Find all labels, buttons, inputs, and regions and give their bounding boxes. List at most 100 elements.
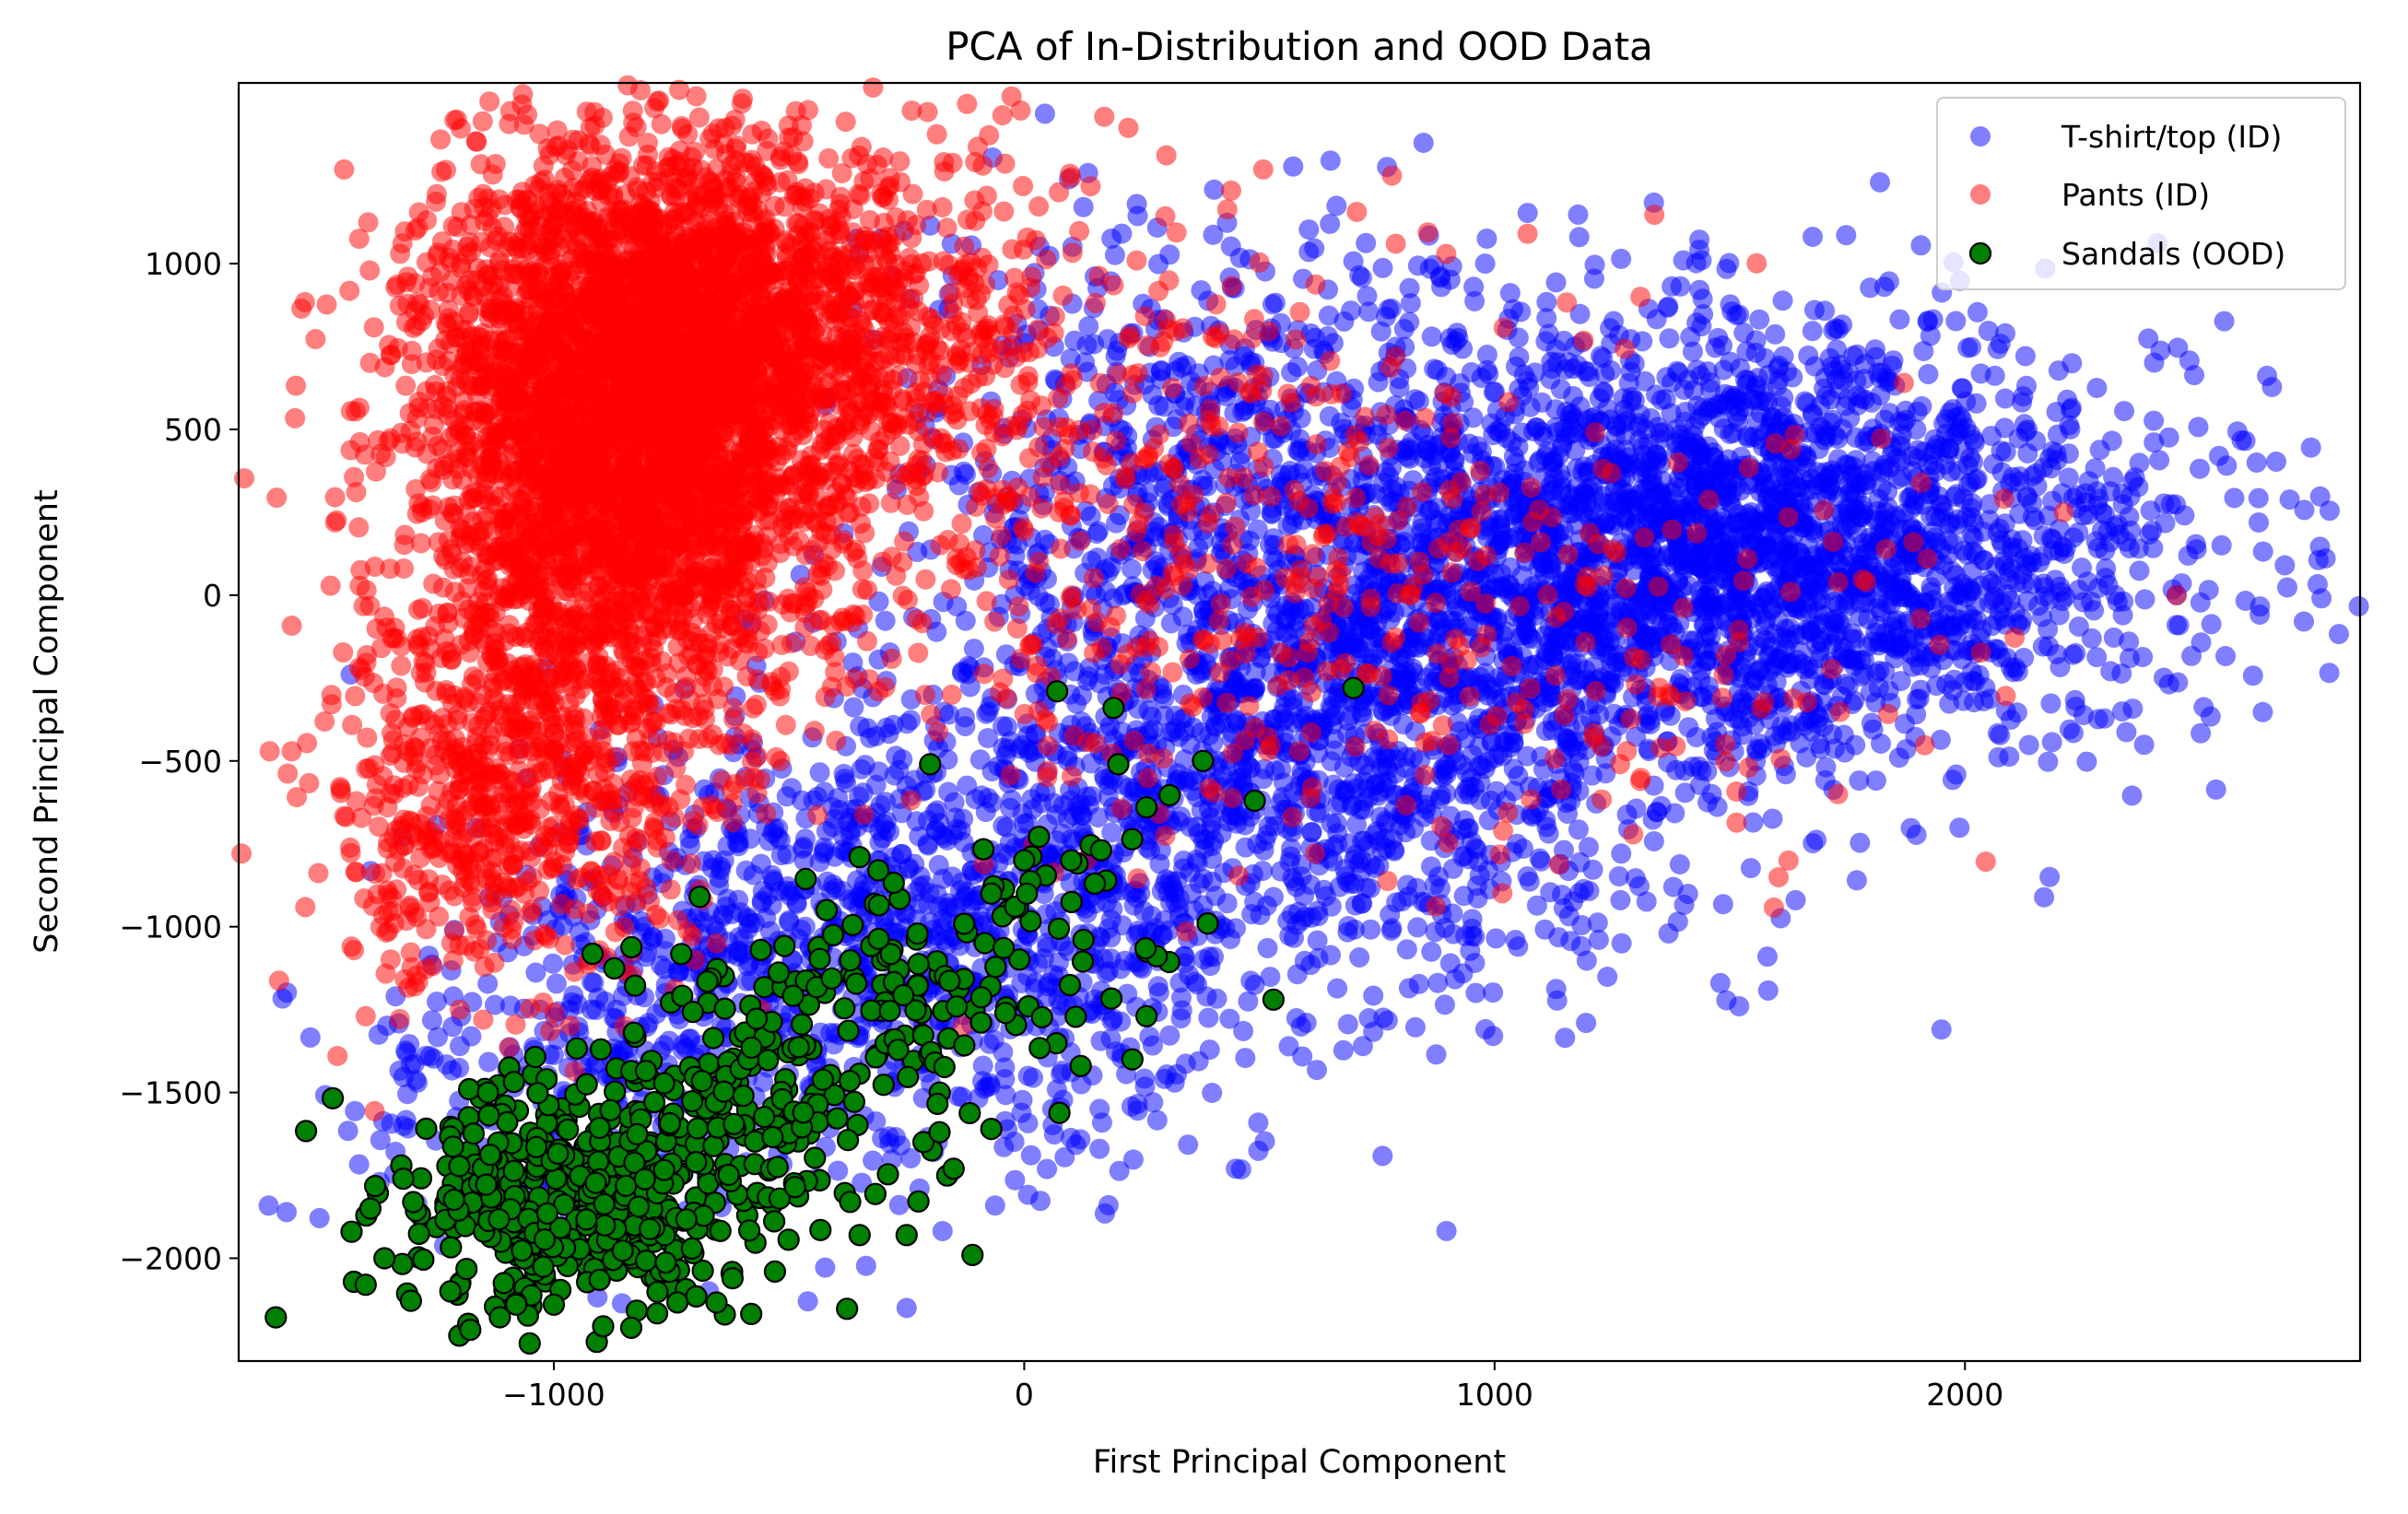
data-point xyxy=(1009,738,1030,759)
data-point xyxy=(1966,393,1987,414)
data-point xyxy=(855,1255,876,1276)
data-point xyxy=(1870,171,1890,193)
data-point xyxy=(1995,441,2016,463)
data-point xyxy=(1669,854,1690,874)
data-point xyxy=(2116,722,2137,743)
data-point xyxy=(2076,751,2097,772)
data-point xyxy=(1540,369,1561,390)
data-point xyxy=(2042,440,2063,462)
data-point xyxy=(1849,770,1870,792)
data-point xyxy=(1483,982,1504,1003)
data-point xyxy=(1648,484,1669,504)
data-point xyxy=(2329,624,2349,645)
data-point xyxy=(809,762,830,783)
data-point xyxy=(1756,584,1777,604)
data-point xyxy=(1837,516,1858,537)
data-point xyxy=(1241,904,1263,925)
data-point xyxy=(2294,499,2315,521)
data-point xyxy=(1391,665,1412,686)
data-point xyxy=(1949,817,1970,839)
data-point xyxy=(1380,706,1402,726)
data-point xyxy=(1803,833,1824,854)
data-point xyxy=(1443,923,1463,945)
data-point xyxy=(1563,358,1584,380)
data-point xyxy=(1693,593,1714,614)
data-point xyxy=(1777,361,1798,382)
data-point xyxy=(1932,495,1953,516)
data-point xyxy=(2319,663,2340,684)
data-point xyxy=(1957,337,1979,358)
data-point xyxy=(1235,1048,1256,1069)
data-point xyxy=(1534,919,1556,940)
data-point xyxy=(1757,980,1779,1001)
data-point xyxy=(1894,713,1915,734)
data-point xyxy=(1307,930,1328,951)
data-point xyxy=(1850,388,1872,409)
data-point xyxy=(1333,1039,1354,1061)
data-point xyxy=(2040,693,2061,714)
data-point xyxy=(1839,407,1861,428)
data-point xyxy=(1999,561,2019,582)
data-point xyxy=(1758,364,1780,385)
data-point xyxy=(1807,557,1828,579)
data-point xyxy=(2190,458,2210,479)
data-point xyxy=(939,704,959,725)
data-point xyxy=(1994,513,2015,534)
data-point xyxy=(1860,277,1881,299)
data-point xyxy=(1847,344,1868,365)
data-point xyxy=(1799,668,1820,689)
points-layer xyxy=(231,75,2369,1356)
data-point xyxy=(1395,757,1415,779)
data-point xyxy=(1459,817,1479,839)
data-point xyxy=(1646,802,1667,823)
data-point xyxy=(770,845,792,866)
data-point xyxy=(1300,955,1321,976)
data-point xyxy=(1597,967,1618,987)
data-point xyxy=(1307,900,1328,921)
data-point xyxy=(1765,545,1786,566)
data-point xyxy=(1712,894,1733,915)
data-point xyxy=(1845,427,1866,448)
data-point xyxy=(1519,871,1540,892)
data-point xyxy=(2038,751,2059,772)
data-point xyxy=(1219,1008,1240,1029)
data-point xyxy=(2068,580,2089,601)
data-point xyxy=(1967,301,1988,323)
data-point xyxy=(1860,682,1881,703)
data-point xyxy=(1709,462,1730,483)
data-point xyxy=(1846,870,1867,891)
data-point xyxy=(2184,365,2204,386)
data-point xyxy=(1360,854,1381,875)
data-point xyxy=(1175,1053,1196,1074)
data-point xyxy=(1943,680,1963,701)
data-point xyxy=(1338,916,1359,936)
data-point xyxy=(1444,611,1465,632)
data-point xyxy=(1765,323,1786,345)
data-point xyxy=(1464,953,1486,973)
data-point xyxy=(1714,540,1735,561)
data-point xyxy=(2257,365,2278,386)
data-point xyxy=(1349,947,1370,968)
data-point xyxy=(2086,647,2108,668)
data-point xyxy=(1404,637,1424,657)
data-point xyxy=(1517,370,1538,392)
data-point xyxy=(1356,877,1377,898)
data-point xyxy=(2013,386,2034,407)
data-point xyxy=(1160,613,1181,634)
data-point xyxy=(1673,546,1694,567)
data-point xyxy=(2122,698,2144,720)
data-point xyxy=(1434,994,1455,1015)
data-point xyxy=(1951,378,1972,399)
data-point xyxy=(2158,427,2179,448)
data-point xyxy=(1576,1013,1597,1034)
data-point xyxy=(1337,1014,1358,1035)
data-point xyxy=(963,639,984,660)
data-point xyxy=(1204,946,1224,968)
data-point xyxy=(1397,874,1418,896)
data-point xyxy=(1692,442,1712,464)
data-point xyxy=(1970,363,1991,384)
data-point xyxy=(1885,581,1907,603)
data-point xyxy=(1930,729,1951,750)
data-point xyxy=(938,781,958,803)
data-point xyxy=(1291,866,1312,887)
